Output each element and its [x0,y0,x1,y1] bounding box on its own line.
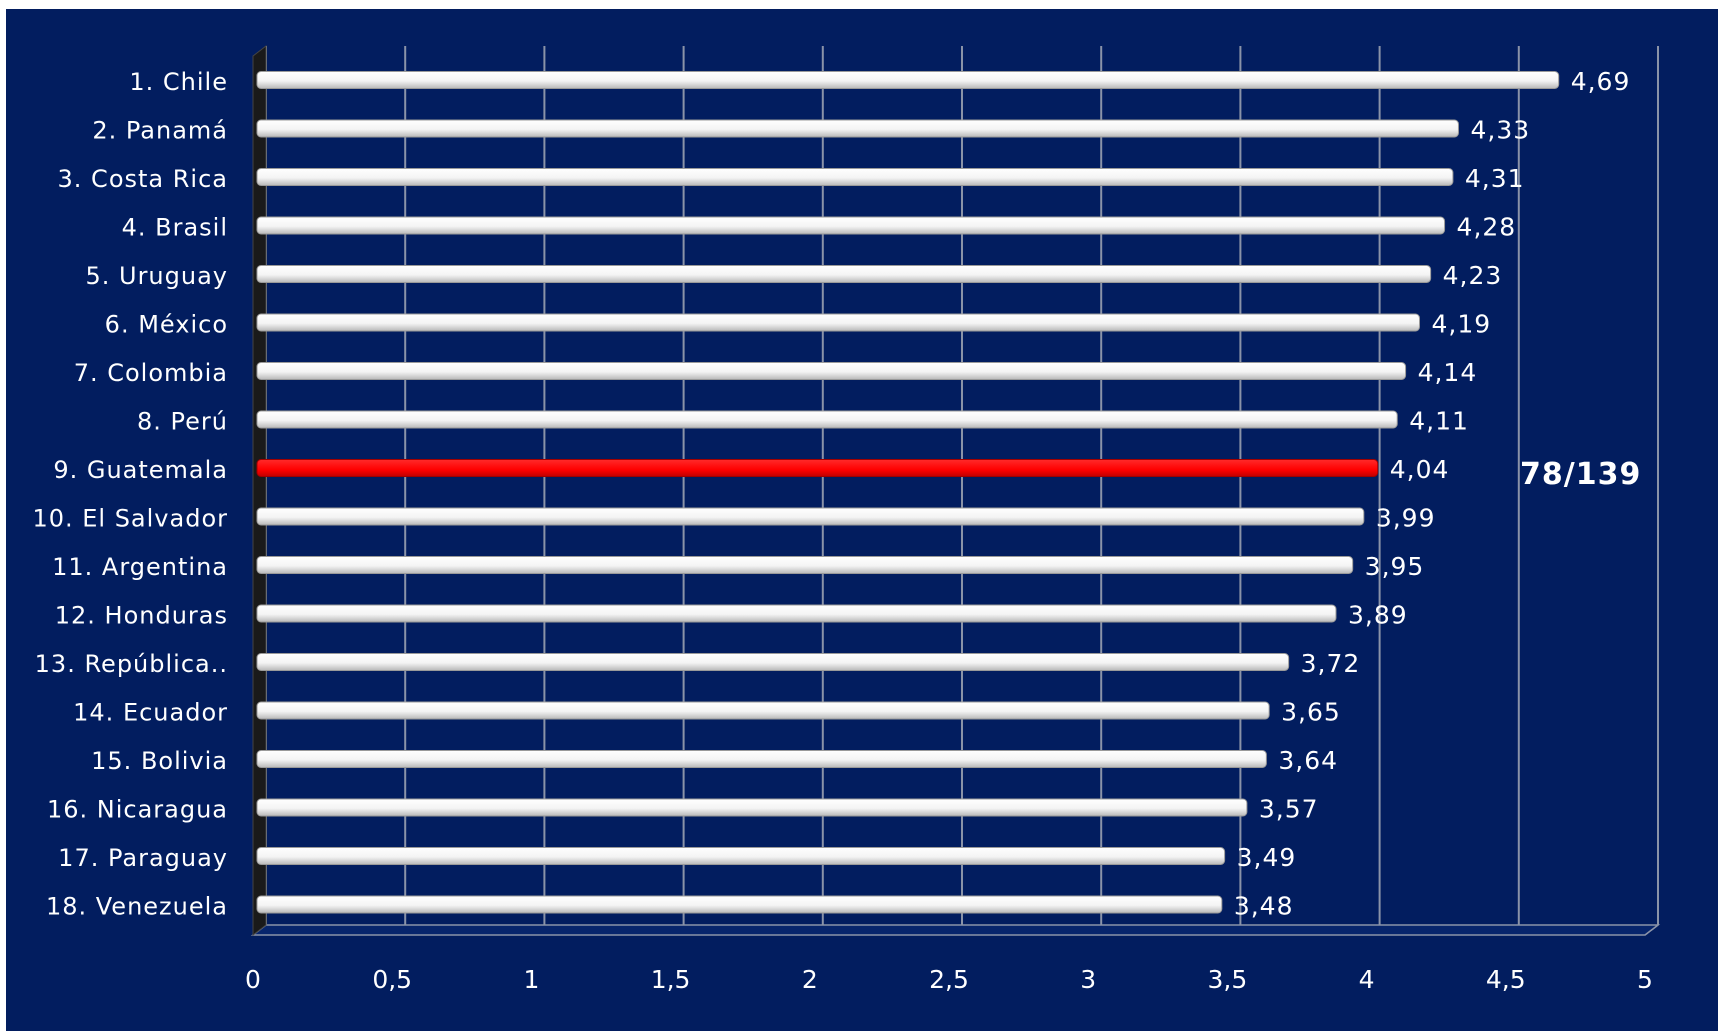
value-label: 3,57 [1259,795,1319,824]
value-label: 3,89 [1348,601,1408,630]
value-label: 4,69 [1571,67,1631,96]
category-label: 2. Panamá [92,117,228,145]
category-label: 15. Bolivia [91,747,228,775]
category-label: 14. Ecuador [73,699,228,727]
category-label: 4. Brasil [122,214,228,242]
x-tick-labels: 0 0,5 1 1,5 2 2,5 3 3,5 4 4,5 5 [245,965,1653,994]
bar [256,895,1223,914]
category-label: 5. Uruguay [85,262,228,290]
bar [256,265,1432,283]
category-label: 8. Perú [137,408,228,436]
value-label: 4,23 [1443,261,1503,290]
bar [256,168,1454,186]
value-label: 4,28 [1457,213,1517,242]
value-label: 4,19 [1431,310,1491,339]
x-tick-label: 4 [1359,965,1375,994]
category-label: 9. Guatemala [53,456,228,484]
value-label: 4,14 [1418,358,1478,387]
value-label: 3,49 [1237,843,1297,872]
rank-badge: 78/139 [1520,457,1642,492]
category-label: 3. Costa Rica [58,165,228,193]
value-label: 3,99 [1376,504,1436,533]
value-label: 4,04 [1390,455,1450,484]
value-label: 4,11 [1409,407,1469,436]
category-label: 7. Colombia [74,359,228,387]
x-tick-label: 2 [802,965,818,994]
chart-floor [250,924,1661,936]
category-label: 16. Nicaragua [47,796,228,824]
bar [256,653,1290,671]
bar [256,216,1446,235]
bar [256,362,1407,380]
x-tick-label: 3,5 [1208,965,1248,994]
bars [256,71,1560,914]
value-label: 3,95 [1365,552,1425,581]
category-label: 6. México [105,311,228,339]
category-label: 18. Venezuela [46,893,228,921]
bar [256,410,1398,429]
x-tick-label: 5 [1637,965,1653,994]
bar [256,750,1267,768]
bar [256,71,1560,89]
x-tick-label: 1,5 [651,965,691,994]
bar [256,507,1365,526]
x-tick-label: 2,5 [929,965,969,994]
category-labels: 1. Chile 2. Panamá 3. Costa Rica 4. Brasil 5… [32,68,228,921]
value-labels: 4,69 4,33 4,31 4,28 4,23 4,19 4,14 4,11 4,04 3,99… [1234,67,1631,921]
value-label: 3,64 [1278,746,1338,775]
bar-highlight [256,459,1379,477]
x-tick-label: 0 [245,965,261,994]
bar [256,604,1337,623]
x-tick-label: 0,5 [372,965,412,994]
value-label: 3,48 [1234,892,1294,921]
category-label: 10. El Salvador [32,505,228,533]
bar [256,701,1270,720]
bar [256,847,1226,865]
x-tick-label: 3 [1080,965,1096,994]
category-label: 12. Honduras [55,602,228,630]
value-label: 3,72 [1301,649,1361,678]
x-tick-label: 1 [523,965,539,994]
bar [256,556,1354,574]
category-label: 13. República.. [35,650,228,678]
value-label: 4,31 [1465,164,1525,193]
category-label: 11. Argentina [52,553,228,581]
category-label: 1. Chile [129,68,228,96]
category-label: 17. Paraguay [58,844,228,872]
x-tick-label: 4,5 [1486,965,1526,994]
value-label: 4,33 [1470,116,1530,145]
bar [256,313,1420,332]
bar [256,798,1248,817]
value-label: 3,65 [1281,698,1341,727]
bar [256,119,1459,138]
